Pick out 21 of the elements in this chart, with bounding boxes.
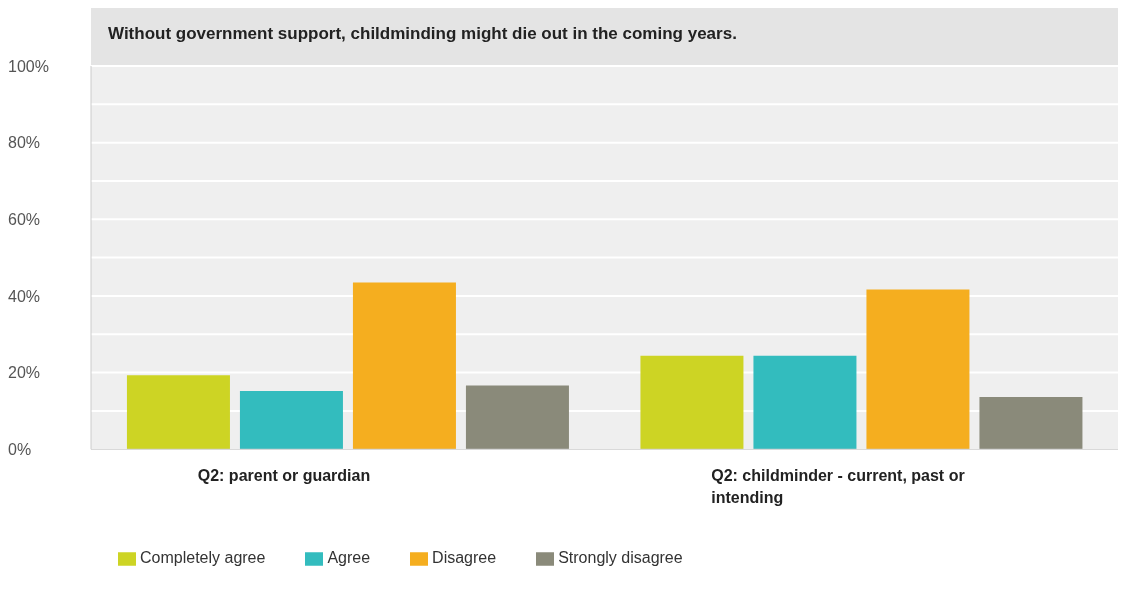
bar xyxy=(465,385,569,450)
y-tick-label: 20% xyxy=(8,364,41,382)
x-tick-label: Q2: parent or guardian xyxy=(197,467,371,485)
bar xyxy=(753,355,857,450)
bar xyxy=(979,397,1083,450)
bar xyxy=(352,282,456,450)
chart-title: Without government support, childminding might die out in the coming years. xyxy=(108,24,737,44)
bar xyxy=(640,355,744,450)
y-tick-label: 100% xyxy=(8,57,49,75)
y-tick-label: 0% xyxy=(8,440,32,458)
bar xyxy=(126,375,230,450)
legend-label: Disagree xyxy=(432,549,497,567)
y-tick-label: 40% xyxy=(8,287,41,305)
x-tick-label: Q2: childminder - current, past or intending xyxy=(711,467,965,507)
legend-label: Agree xyxy=(327,549,371,567)
bar xyxy=(866,289,970,450)
legend-label: Completely agree xyxy=(140,549,266,567)
legend-label: Strongly disagree xyxy=(558,549,683,567)
y-tick-label: 80% xyxy=(8,134,41,152)
bar xyxy=(239,390,343,450)
y-tick-label: 60% xyxy=(8,210,41,228)
